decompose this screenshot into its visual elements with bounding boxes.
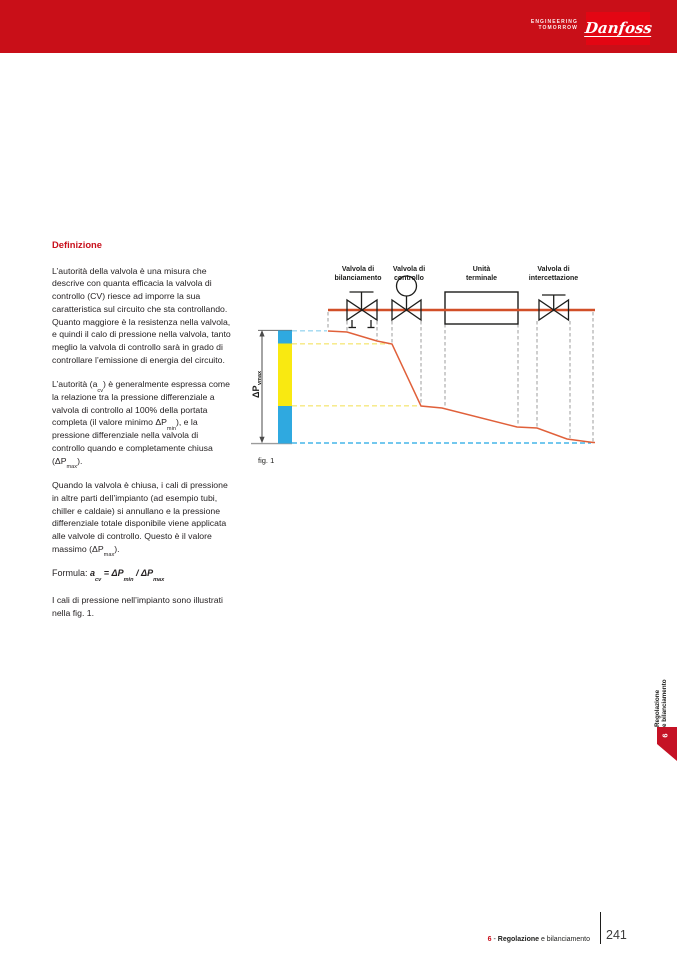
paragraph-2-text: ), e la pressione differenziale nella va… [52, 417, 213, 466]
subscript-max: max [153, 576, 165, 583]
control-valve-icon [391, 275, 422, 322]
footer-section-rest: e bilanciamento [539, 936, 590, 943]
chapter-side-label: Regolazione e bilanciamento [654, 657, 668, 727]
subscript-cv: cv [95, 576, 102, 583]
paragraph-4: I cali di pressione nell’impianto sono i… [52, 594, 231, 619]
dp-label-main: ΔP [251, 386, 261, 398]
paragraph-1: L’autorità della valvola è una misura ch… [52, 265, 231, 367]
paragraph-2-text: L’autorità (a [52, 379, 98, 390]
paragraph-3: Quando la valvola è chiusa, i cali di pr… [52, 479, 231, 558]
subscript-max: max [66, 463, 78, 470]
shutoff-valve-icon [538, 294, 570, 322]
balancing-valve-label: bilanciamento [334, 275, 381, 282]
brand-tagline: ENGINEERING TOMORROW [530, 19, 578, 31]
pressure-drop-diagram: ΔP vmax [251, 266, 595, 465]
footer-chapter-number: 6 [487, 936, 492, 943]
pressure-drop-curve [327, 330, 595, 444]
danfoss-logo: Danfoss [583, 12, 653, 45]
footer-section-bold: Regolazione [497, 936, 540, 943]
paragraph-2-text: ) è generalmente espressa come la relazi… [52, 379, 230, 428]
dashed-guides [327, 312, 594, 442]
subscript-min: min [123, 576, 134, 583]
side-label-line2: e bilanciamento [661, 679, 668, 727]
component-labels: Valvola di bilanciamento Valvola di cont… [334, 266, 578, 282]
figure-caption: fig. 1 [258, 456, 274, 465]
formula: Formula: acv = ΔPmin / ΔPmax [52, 567, 231, 583]
terminal-unit-label: Unità [473, 266, 491, 273]
balancing-valve-label: Valvola di [342, 266, 374, 273]
page-number: 241 [606, 928, 627, 942]
paragraph-3-text: ). [114, 543, 120, 554]
subscript-min: min [166, 425, 176, 432]
control-valve-label: Valvola di [393, 266, 425, 273]
tagline-line2: TOMORROW [538, 24, 578, 31]
paragraph-1-text: L’autorità della valvola è una misura ch… [52, 265, 231, 365]
chapter-tab-number: 6 [660, 733, 670, 738]
danfoss-logo-text: Danfoss [583, 19, 653, 37]
terminal-unit-box [444, 291, 519, 325]
balancing-valve-icon [346, 291, 378, 329]
shutoff-valve-label: Valvola di [537, 266, 569, 273]
formula-variable: a [90, 568, 96, 579]
formula-divide: / ΔP [133, 568, 154, 579]
dp-label-sub: vmax [257, 370, 263, 385]
pressure-bar [278, 330, 292, 444]
subscript-max: max [103, 552, 115, 558]
shutoff-valve-label: intercettazione [529, 275, 579, 282]
tagline-line1: ENGINEERING [530, 19, 578, 25]
figure-1: ΔP vmax [250, 255, 620, 470]
terminal-unit-label: terminale [466, 275, 497, 282]
chapter-tab: 6 [657, 727, 677, 761]
footer-separator: - [491, 936, 498, 943]
bar-segment-yellow [278, 343, 292, 406]
footer-section-text: 6 - Regolazione e bilanciamento [0, 936, 590, 943]
header-bar: ENGINEERING TOMORROW Danfoss [0, 0, 677, 53]
formula-equals: = ΔP [101, 568, 124, 579]
paragraph-4-text: I cali di pressione nell’impianto sono i… [52, 595, 223, 618]
paragraph-2: L’autorità (acv) è generalmente espressa… [52, 378, 231, 470]
bar-segment-blue-top [278, 330, 292, 344]
control-valve-label: controllo [394, 275, 424, 282]
formula-label: Formula: [52, 568, 91, 579]
paragraph-3-text: Quando la valvola è chiusa, i cali di pr… [52, 480, 228, 554]
subscript-cv: cv [97, 387, 103, 394]
side-label-line1: Regolazione [654, 689, 661, 727]
paragraph-2-text: ). [77, 455, 83, 466]
bar-segment-blue-bottom [278, 406, 292, 444]
footer-divider [600, 912, 601, 944]
text-column: Definizione L’autorità della valvola è u… [52, 239, 231, 632]
dp-arrow [259, 330, 265, 444]
dp-vmax-label: ΔP vmax [251, 370, 263, 398]
section-heading: Definizione [52, 239, 103, 250]
